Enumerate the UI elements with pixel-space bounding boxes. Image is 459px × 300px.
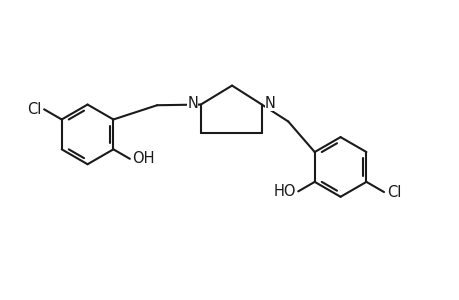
Text: OH: OH	[132, 151, 154, 166]
Text: N: N	[187, 96, 198, 111]
Text: N: N	[264, 96, 275, 111]
Text: Cl: Cl	[386, 184, 400, 200]
Text: HO: HO	[273, 184, 296, 199]
Text: Cl: Cl	[27, 102, 41, 117]
